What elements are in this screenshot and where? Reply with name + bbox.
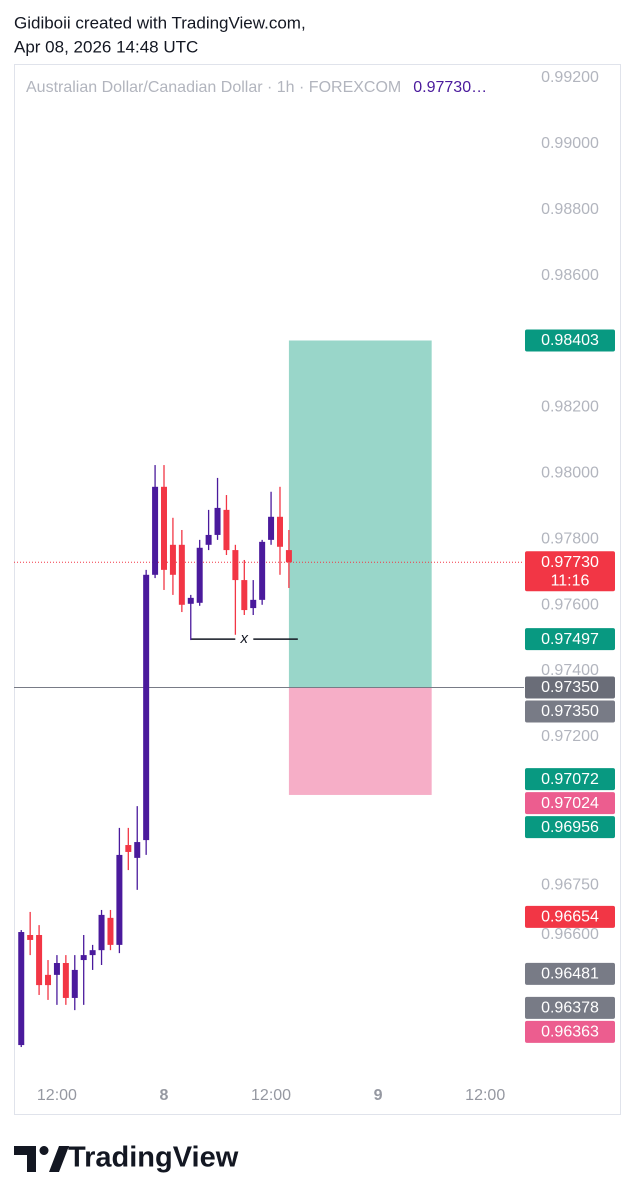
y-tick-label: 0.98600 xyxy=(541,267,599,284)
price-label-box xyxy=(525,676,615,699)
price-label: 0.97350 xyxy=(541,703,599,720)
date-line: Apr 08, 2026 14:48 UTC xyxy=(14,37,198,56)
legend: Australian Dollar/Canadian Dollar · 1h ·… xyxy=(26,79,487,96)
price-label-box xyxy=(525,329,615,352)
candle-body xyxy=(268,516,275,540)
candle-body xyxy=(223,509,230,551)
y-tick-label: 0.97200 xyxy=(541,728,599,745)
profit-zone xyxy=(288,340,432,688)
candle-body xyxy=(187,597,194,604)
price-label: 0.97350 xyxy=(541,679,599,696)
candle-body xyxy=(71,969,78,998)
price-label-box xyxy=(525,962,615,985)
y-tick-label: 0.98800 xyxy=(541,201,599,218)
y-tick-label: 0.99200 xyxy=(541,69,599,86)
loss-zone xyxy=(288,687,432,795)
price-label: 0.96363 xyxy=(541,1024,599,1041)
x-tick-label: 12:00 xyxy=(251,1087,291,1104)
price-label: 0.96378 xyxy=(541,1000,599,1017)
chart-frame xyxy=(14,64,621,1115)
candle-body xyxy=(169,544,176,575)
x-tick-label: 8 xyxy=(160,1087,169,1104)
candle-body xyxy=(161,486,168,570)
logo-icon xyxy=(14,1146,69,1172)
candle-body xyxy=(196,547,203,603)
y-tick-label: 0.98200 xyxy=(541,399,599,416)
candle-body xyxy=(285,550,292,563)
price-label-box xyxy=(525,792,615,815)
candle-body xyxy=(250,599,257,609)
price-label: 0.96654 xyxy=(541,909,599,926)
candle-body xyxy=(36,934,43,986)
y-tick-label: 0.97800 xyxy=(541,530,599,547)
y-tick-label: 0.96750 xyxy=(541,876,599,893)
annotation-text: x xyxy=(240,630,249,647)
y-tick-label: 0.98000 xyxy=(541,465,599,482)
candle-body xyxy=(116,854,123,945)
candle-body xyxy=(152,486,159,575)
candle-body xyxy=(125,845,132,852)
price-label-box xyxy=(525,816,615,839)
y-tick-label: 0.97400 xyxy=(541,662,599,679)
candle-body xyxy=(45,974,52,986)
price-label: 0.97730 xyxy=(541,554,599,571)
price-label-box xyxy=(525,700,615,723)
price-label-box xyxy=(525,551,615,592)
price-label-box xyxy=(525,628,615,651)
price-label: 0.97497 xyxy=(541,631,599,648)
candle-body xyxy=(276,516,283,547)
candle-body xyxy=(62,963,69,998)
candle-body xyxy=(259,541,266,600)
y-tick-label: 0.99000 xyxy=(541,135,599,152)
legend-price: 0.97730… xyxy=(413,79,487,96)
x-tick-label: 12:00 xyxy=(465,1087,505,1104)
y-tick-label: 0.96600 xyxy=(541,926,599,943)
price-label: 0.96956 xyxy=(541,819,599,836)
price-label-box xyxy=(525,768,615,791)
candle-body xyxy=(53,963,60,975)
brand: TradingView xyxy=(68,1142,239,1174)
price-label: 0.97024 xyxy=(541,795,599,812)
candle-body xyxy=(205,534,212,545)
candle-body xyxy=(232,550,239,581)
candle-body xyxy=(143,574,150,841)
price-label-box xyxy=(525,905,615,928)
price-label: 0.96481 xyxy=(541,966,599,983)
candle-body xyxy=(89,950,96,956)
candle-body xyxy=(107,917,114,945)
price-label-box xyxy=(525,1020,615,1043)
logo: TradingView xyxy=(14,1142,239,1174)
price-label: 0.97072 xyxy=(541,771,599,788)
candle-body xyxy=(18,932,25,1046)
candle-body xyxy=(178,544,185,605)
candle-body xyxy=(241,580,248,611)
x-tick-label: 9 xyxy=(374,1087,383,1104)
candle-body xyxy=(98,914,105,951)
y-tick-label: 0.97600 xyxy=(541,596,599,613)
legend-symbol: Australian Dollar/Canadian Dollar · 1h ·… xyxy=(26,79,401,96)
price-countdown: 11:16 xyxy=(551,572,590,589)
price-label-box xyxy=(525,996,615,1019)
x-tick-label: 12:00 xyxy=(37,1087,77,1104)
author-line: Gidiboii created with TradingView.com, xyxy=(14,13,306,32)
candle-body xyxy=(80,955,87,961)
price-label: 0.98403 xyxy=(541,332,599,349)
candle-body xyxy=(214,507,221,535)
candle-body xyxy=(134,842,141,858)
candle-body xyxy=(27,934,34,940)
